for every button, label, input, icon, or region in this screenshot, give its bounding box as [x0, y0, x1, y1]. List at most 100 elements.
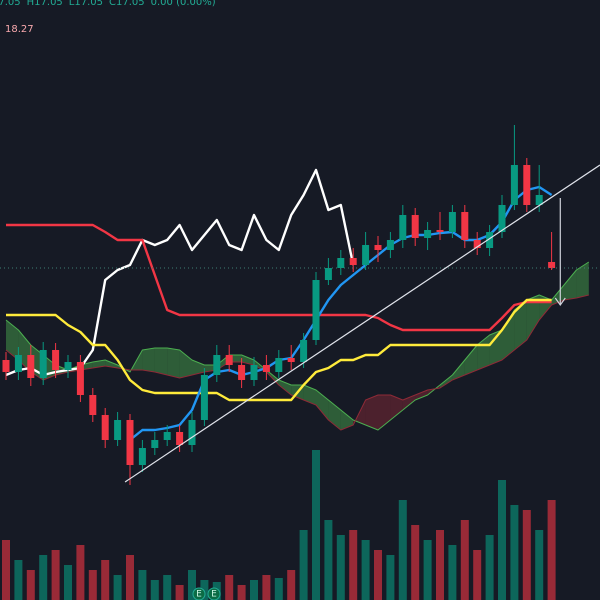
volume-bar	[163, 575, 172, 600]
cloud-fill	[365, 395, 378, 430]
candle-body	[374, 245, 382, 250]
volume-bar	[101, 560, 110, 600]
candle-body	[76, 362, 84, 395]
cloud-fill	[551, 285, 564, 305]
cloud-fill	[502, 310, 515, 360]
volume-bar	[510, 505, 519, 600]
volume-bar	[225, 575, 234, 600]
volume-bar	[498, 480, 506, 600]
candle-body	[535, 195, 543, 205]
volume-bar	[138, 570, 147, 600]
candle-body	[151, 440, 159, 448]
volume-bar	[262, 575, 271, 600]
candle-body	[138, 448, 146, 465]
cloud-fill	[489, 330, 502, 365]
cloud-fill	[576, 262, 589, 298]
cloud-fill	[142, 348, 155, 372]
event-label: E	[211, 590, 217, 600]
ohlc-item: 17.05	[0, 0, 21, 8]
volume-bar	[386, 555, 395, 600]
volume-bar	[274, 578, 283, 600]
event-label: E	[196, 590, 202, 600]
volume-bar	[547, 500, 556, 600]
volume-bar	[175, 585, 184, 600]
candle-body	[163, 432, 171, 440]
cloud-fill	[526, 295, 540, 340]
cloud-fill	[452, 360, 465, 380]
cloud-fill	[303, 385, 316, 405]
volume-bar	[51, 550, 60, 600]
indicator-line	[6, 223, 552, 332]
volume-bar	[14, 560, 23, 600]
candle-body	[287, 358, 295, 362]
volume-bar	[200, 580, 209, 600]
candle-body	[89, 395, 97, 415]
volume-bar	[436, 530, 444, 600]
cloud-fill	[6, 320, 19, 360]
cloud-fill	[378, 395, 391, 430]
volume-bar	[398, 500, 407, 600]
volume-bar	[473, 550, 482, 600]
volume-bar	[287, 570, 296, 600]
candle-body	[238, 365, 246, 380]
indicator-line	[129, 185, 553, 441]
candle-body	[324, 268, 332, 280]
span-a-line	[5, 261, 590, 431]
candle-body	[523, 165, 531, 205]
cloud-fill	[154, 348, 168, 375]
ohlc-item: H17.05	[26, 0, 63, 8]
volume-bar	[361, 540, 370, 600]
volume-bar	[411, 525, 420, 600]
candle-body	[300, 340, 308, 362]
volume-bar	[26, 570, 35, 600]
cloud-fill	[564, 270, 577, 300]
candle-body	[461, 212, 469, 240]
event-markers: E E	[192, 587, 221, 600]
cloud-fill	[390, 395, 403, 420]
volume-bar	[299, 530, 308, 600]
volume-bar	[188, 570, 196, 600]
ohlc-item: 0.00 (0.00%)	[150, 0, 216, 8]
candle-body	[448, 212, 456, 232]
candle-body	[424, 230, 432, 238]
event-marker[interactable]	[207, 587, 221, 600]
cloud-fill	[415, 390, 428, 400]
measure-arrowhead	[554, 297, 566, 307]
candle-body	[225, 355, 233, 365]
volume-bar	[250, 580, 258, 600]
cloud-fill	[477, 335, 490, 370]
volume-bar	[2, 540, 10, 600]
candle-body	[27, 355, 35, 378]
volume-bar	[349, 530, 358, 600]
candle-body	[64, 362, 72, 370]
candle-body	[188, 420, 196, 445]
candle-body	[250, 365, 258, 380]
volume-bar	[76, 545, 85, 600]
volume-bar	[237, 585, 246, 600]
span-b-line	[5, 294, 589, 431]
candle-body	[52, 350, 60, 370]
candle-body	[399, 215, 407, 240]
candle-body	[436, 230, 444, 232]
volume-bar	[336, 535, 345, 600]
volume-bar	[423, 540, 432, 600]
trendline	[124, 164, 600, 483]
candle-body	[213, 355, 221, 375]
event-marker[interactable]	[192, 587, 206, 600]
volume-bar	[535, 530, 544, 600]
ohlc-item: C17.05	[109, 0, 145, 8]
candle-body	[39, 350, 47, 378]
candle-body	[349, 258, 357, 265]
cloud-fill	[167, 348, 180, 378]
candle-body	[14, 355, 22, 372]
candle-body	[411, 215, 419, 238]
cloud-fill	[440, 375, 453, 388]
cloud-fill	[514, 300, 527, 350]
candle-body	[200, 375, 208, 420]
candle-body	[473, 240, 481, 248]
volume-bar	[312, 450, 320, 600]
volume-bar	[460, 520, 469, 600]
candle-body	[548, 262, 556, 268]
